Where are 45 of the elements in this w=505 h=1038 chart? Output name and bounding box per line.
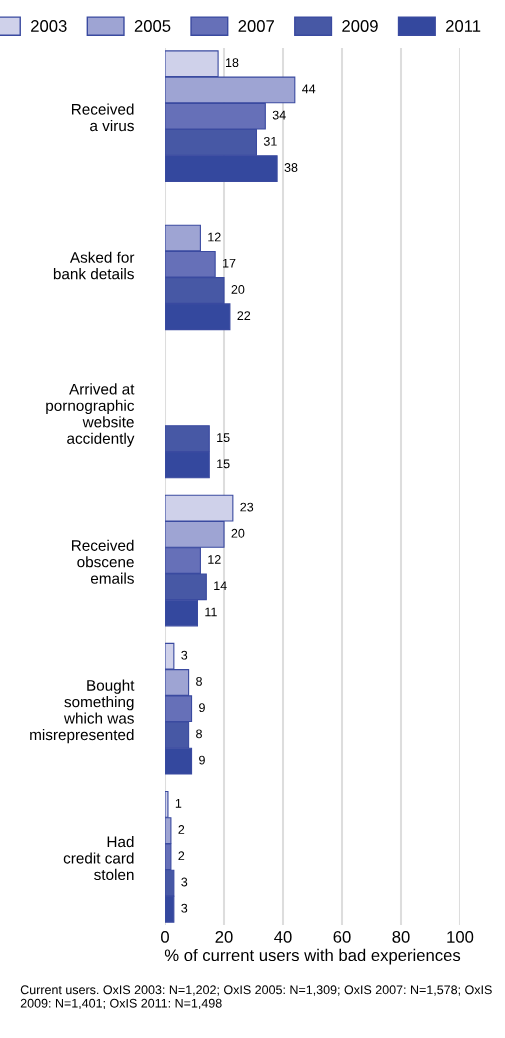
text: Current users. OxIS 2003: N=1,202; OxIS 2005: N=1,309; OxIS 2007: N=1,578; OxIS 2009: N=1,401; OxIS 2011: N=1,498 (20, 985, 492, 1010)
data-label: 20 (231, 285, 245, 294)
data-label: 9 (199, 703, 205, 713)
y-tick-label: Bought something which was misrepresented (30, 679, 135, 744)
y-tick-label: Received obscene emails (72, 539, 134, 584)
data-label: 2 (178, 851, 185, 861)
x-tick-label: 80 (392, 931, 410, 943)
legend-label: 2009 (342, 20, 378, 32)
x-tick-label: 20 (215, 931, 233, 943)
y-tick-label: Had credit card stolen (63, 835, 134, 881)
data-label: 17 (223, 258, 236, 268)
data-label: 15 (217, 433, 230, 443)
data-label: 12 (208, 555, 221, 564)
data-label: 11 (205, 607, 217, 617)
y-tick-label: Arrived at pornographic website accidently (46, 383, 135, 447)
legend-label: 2011 (446, 20, 481, 32)
y-tick-label: Asked for bank details (53, 251, 135, 280)
data-label: 23 (240, 502, 254, 512)
data-label: 2 (178, 825, 185, 834)
data-label: 18 (226, 58, 239, 68)
x-tick-label: 0 (161, 931, 169, 943)
data-label: 3 (181, 903, 188, 913)
legend-label: 2003 (31, 20, 67, 32)
x-tick-label: 100 (447, 931, 474, 943)
data-label: 9 (199, 755, 205, 765)
data-label: 3 (181, 650, 188, 660)
data-label: 8 (196, 676, 202, 686)
data-label: 12 (208, 232, 221, 242)
data-label: 38 (284, 163, 298, 172)
x-axis-title: % of current users with bad experiences (164, 948, 461, 965)
legend-label: 2005 (134, 20, 171, 32)
x-tick-label: 40 (274, 931, 292, 943)
data-label: 8 (196, 729, 202, 739)
data-label: 22 (237, 311, 251, 320)
data-label: 14 (214, 581, 227, 591)
data-label: 31 (263, 136, 277, 146)
x-tick-label: 60 (333, 931, 351, 943)
data-label: 44 (302, 84, 316, 94)
data-label: 15 (217, 459, 230, 469)
legend-label: 2007 (238, 20, 274, 32)
data-label: 20 (231, 528, 245, 538)
data-label: 34 (272, 110, 286, 120)
data-label: 3 (181, 877, 188, 887)
y-tick-label: Received a virus (72, 103, 134, 132)
data-label: 1 (175, 799, 182, 808)
